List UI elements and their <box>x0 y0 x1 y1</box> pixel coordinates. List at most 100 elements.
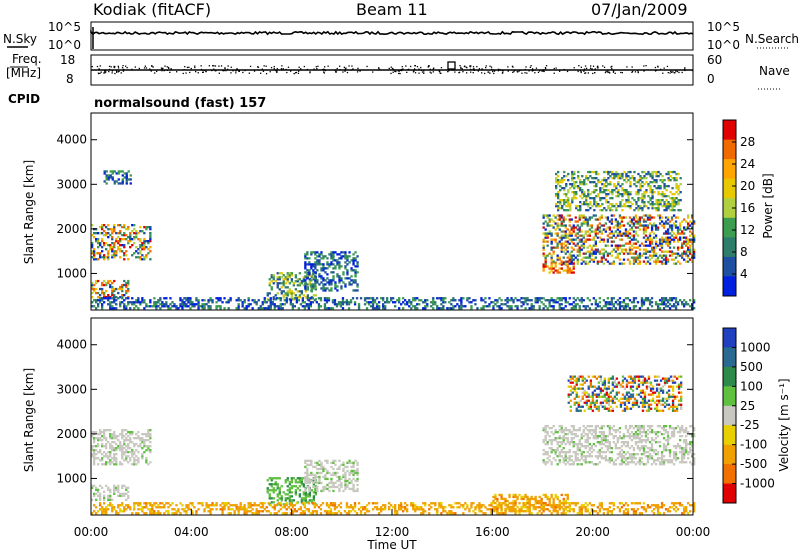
range-cell <box>322 467 325 471</box>
range-cell <box>302 491 306 494</box>
range-cell <box>659 172 662 176</box>
range-cell <box>612 232 616 235</box>
range-cell <box>552 267 555 270</box>
range-cell <box>606 307 610 310</box>
range-cell <box>344 253 347 256</box>
range-cell <box>542 510 545 513</box>
range-cell <box>115 486 118 490</box>
range-cell <box>651 197 654 200</box>
range-cell <box>153 301 156 304</box>
range-cell <box>316 281 319 284</box>
range-cell <box>576 236 579 239</box>
range-cell <box>548 214 551 217</box>
range-cell <box>666 230 670 233</box>
range-cell <box>492 305 495 308</box>
range-cell <box>291 506 295 509</box>
range-cell <box>602 238 606 241</box>
range-cell <box>243 508 246 511</box>
range-cell <box>570 256 573 259</box>
range-cell <box>602 224 606 227</box>
range-cell <box>159 299 162 302</box>
range-cell <box>272 487 275 490</box>
range-cell <box>347 510 351 513</box>
range-cell <box>121 301 124 304</box>
range-cell <box>270 276 273 279</box>
range-cell <box>660 250 664 253</box>
range-cell <box>107 294 110 297</box>
range-cell <box>322 263 325 266</box>
range-cell <box>272 278 275 281</box>
range-cell <box>344 267 347 270</box>
range-cell <box>552 246 555 249</box>
range-cell <box>651 191 654 194</box>
range-cell <box>653 179 656 182</box>
nave-point <box>525 66 527 68</box>
range-cell <box>556 506 559 509</box>
range-cell <box>418 506 421 509</box>
range-cell <box>304 281 307 284</box>
range-cell <box>337 301 341 304</box>
range-cell <box>119 433 122 436</box>
range-cell <box>648 244 652 247</box>
range-cell <box>632 260 636 263</box>
range-cell <box>631 203 634 206</box>
range-cell <box>201 299 204 302</box>
range-cell <box>137 299 140 302</box>
range-cell <box>113 170 116 173</box>
range-cell <box>660 504 664 507</box>
range-cell <box>293 297 297 300</box>
range-cell <box>304 285 307 288</box>
range-cell <box>281 307 284 310</box>
nave-point <box>612 71 615 73</box>
range-cell <box>115 437 118 440</box>
range-cell <box>578 508 581 511</box>
range-cell <box>316 261 319 264</box>
range-cell <box>304 267 307 270</box>
range-cell <box>183 297 186 300</box>
range-cell <box>693 508 696 511</box>
range-cell <box>404 303 407 306</box>
range-cell <box>670 506 674 509</box>
range-cell <box>231 504 234 507</box>
range-cell <box>332 485 335 489</box>
range-cell <box>215 307 218 310</box>
range-cell <box>578 299 581 302</box>
range-cell <box>637 179 640 182</box>
range-cell <box>117 246 120 249</box>
range-cell <box>594 228 598 231</box>
range-cell <box>578 226 581 229</box>
range-cell <box>268 477 271 480</box>
range-cell <box>572 254 575 257</box>
range-cell <box>638 224 642 227</box>
range-cell <box>548 303 551 306</box>
range-cell <box>672 246 676 249</box>
range-cell <box>630 220 634 223</box>
range-cell <box>141 508 144 511</box>
range-cell <box>659 187 662 190</box>
range-cell <box>342 489 345 493</box>
range-cell <box>284 278 287 281</box>
range-cell <box>304 253 307 256</box>
range-cell <box>631 175 634 178</box>
range-cell <box>107 488 110 492</box>
nave-point <box>253 70 256 72</box>
range-cell <box>542 267 545 270</box>
range-cell <box>628 246 632 249</box>
range-cell <box>462 512 465 515</box>
range-cell <box>574 216 577 219</box>
range-cell <box>691 254 694 257</box>
range-cell <box>382 299 385 302</box>
range-cell <box>365 307 369 310</box>
range-cell <box>113 433 116 436</box>
range-cell <box>486 305 489 308</box>
range-cell <box>634 256 638 259</box>
range-cell <box>315 512 319 515</box>
nave-point <box>126 67 128 69</box>
range-cell <box>668 232 672 235</box>
range-cell <box>113 307 116 310</box>
range-cell <box>109 488 112 492</box>
range-cell <box>209 510 212 513</box>
range-cell <box>561 199 564 202</box>
range-cell <box>294 491 298 494</box>
range-cell <box>121 486 124 490</box>
